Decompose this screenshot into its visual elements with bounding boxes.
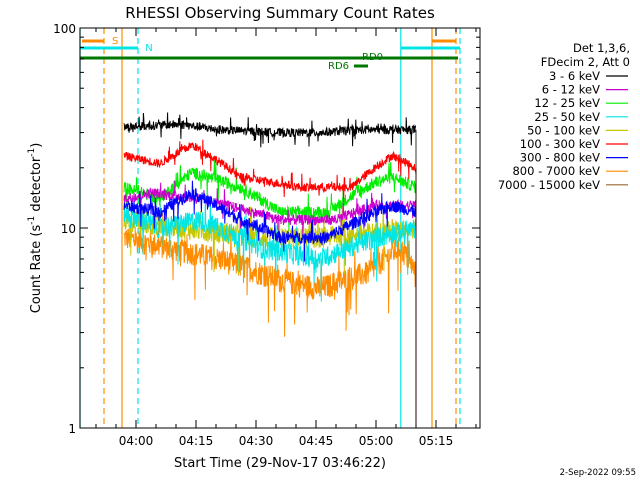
series-trace (123, 112, 417, 148)
legend-entry-label: 300 - 800 keV (520, 151, 600, 165)
series-layer (123, 112, 417, 428)
x-tick-label: 04:15 (179, 434, 214, 448)
x-tick-label: 05:00 (359, 434, 394, 448)
y-tick-label: 100 (53, 22, 76, 36)
series-trace (123, 159, 417, 231)
vertical-marker-lines (79, 28, 461, 428)
n-indicator-label: N (145, 43, 152, 54)
legend-header-line-1: Det 1,3,6, (573, 41, 630, 55)
y-tick-label: 10 (61, 222, 76, 236)
legend-entry-label: 25 - 50 keV (534, 110, 600, 124)
legend-entry-label: 7000 - 15000 keV (498, 178, 600, 192)
rd0-indicator-label: RD0 (362, 52, 383, 63)
legend-entry-label: 3 - 6 keV (549, 69, 600, 83)
x-tick-label: 04:30 (239, 434, 274, 448)
legend-entry-label: 12 - 25 keV (534, 96, 600, 110)
footer-date: 2-Sep-2022 09:55 (560, 468, 636, 478)
x-tick-label: 05:15 (419, 434, 454, 448)
legend-entry-label: 6 - 12 keV (542, 83, 600, 97)
legend-header-line-2: FDecim 2, Att 0 (541, 55, 630, 69)
x-axis-label: Start Time (29-Nov-17 03:46:22) (174, 456, 386, 471)
legend-entry-label: 50 - 100 keV (527, 123, 600, 137)
annotation-layer: S N RD0 RD6 (80, 36, 460, 72)
legend-entry-label: 800 - 7000 keV (512, 164, 600, 178)
y-axis-label: Count Rate (s-1 detector-1) (27, 143, 44, 314)
rd6-indicator-label: RD6 (328, 61, 349, 72)
y-tick-label: 1 (68, 422, 76, 436)
series-trace (123, 139, 417, 202)
x-tick-label: 04:00 (119, 434, 154, 448)
s-indicator-label: S (112, 36, 118, 47)
x-tick-label: 04:45 (299, 434, 334, 448)
series-trace (123, 212, 417, 337)
series-3to6keV-line (123, 112, 417, 428)
chart-title: RHESSI Observing Summary Count Rates (125, 4, 435, 22)
series-trace (123, 180, 417, 262)
series-trace (123, 194, 417, 302)
axes-layer: 1 10 100 04:00 04:15 04:30 04:45 05:00 05:15 (53, 22, 480, 448)
legend-entry-label: 100 - 300 keV (520, 137, 600, 151)
